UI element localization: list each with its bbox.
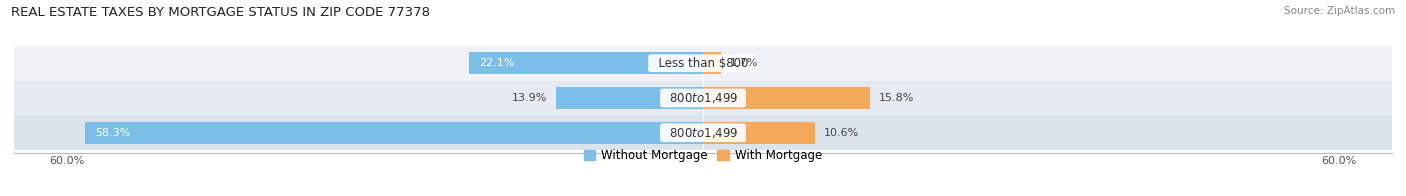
Bar	[555, 87, 703, 109]
Text: 22.1%: 22.1%	[479, 58, 515, 68]
Text: 13.9%: 13.9%	[512, 93, 547, 103]
Text: REAL ESTATE TAXES BY MORTGAGE STATUS IN ZIP CODE 77378: REAL ESTATE TAXES BY MORTGAGE STATUS IN …	[11, 6, 430, 19]
Bar	[14, 115, 1392, 150]
Text: Less than $800: Less than $800	[651, 57, 755, 70]
Text: $800 to $1,499: $800 to $1,499	[662, 91, 744, 105]
Bar	[14, 46, 1392, 81]
Text: 10.6%: 10.6%	[824, 128, 859, 138]
Legend: Without Mortgage, With Mortgage: Without Mortgage, With Mortgage	[579, 144, 827, 167]
Bar	[468, 53, 703, 74]
Text: Source: ZipAtlas.com: Source: ZipAtlas.com	[1284, 6, 1395, 16]
Text: 1.7%: 1.7%	[730, 58, 758, 68]
Text: 15.8%: 15.8%	[879, 93, 914, 103]
Text: 58.3%: 58.3%	[96, 128, 131, 138]
Bar	[703, 87, 870, 109]
Bar	[703, 53, 721, 74]
Text: $800 to $1,499: $800 to $1,499	[662, 126, 744, 140]
Bar	[86, 122, 703, 143]
Bar	[703, 122, 815, 143]
Bar	[14, 81, 1392, 115]
